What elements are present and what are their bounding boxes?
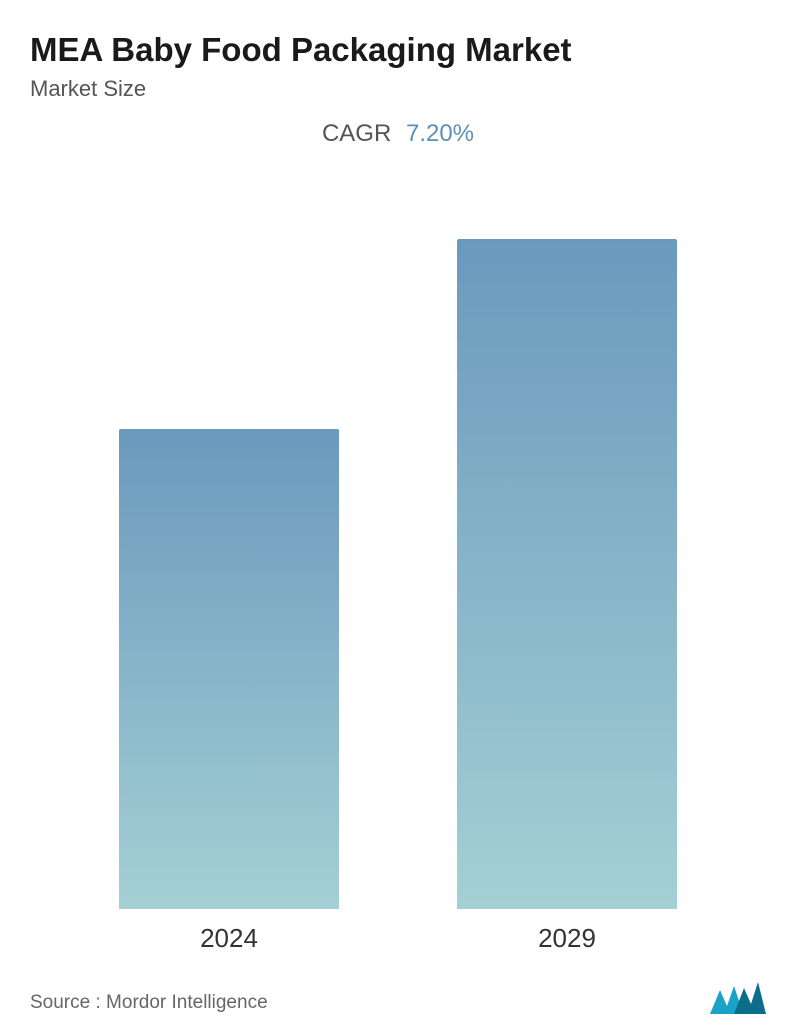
bar-label-1: 2029: [538, 923, 596, 954]
page-title: MEA Baby Food Packaging Market: [30, 30, 766, 70]
bars-wrap: 2024 2029: [30, 188, 766, 954]
bar-0: [119, 429, 339, 909]
brand-logo-icon: [710, 980, 766, 1014]
page-subtitle: Market Size: [30, 76, 766, 102]
bar-group-1: 2029: [447, 239, 687, 954]
cagr-label: CAGR: [322, 120, 391, 147]
source-label: Source :: [30, 992, 101, 1013]
source-name: Mordor Intelligence: [106, 992, 268, 1013]
bar-label-0: 2024: [200, 923, 258, 954]
source-text: Source : Mordor Intelligence: [30, 992, 268, 1014]
chart-container: MEA Baby Food Packaging Market Market Si…: [0, 0, 796, 1034]
bar-1: [457, 239, 677, 909]
cagr-value: 7.20%: [406, 120, 474, 147]
footer: Source : Mordor Intelligence: [30, 972, 766, 1014]
bar-group-0: 2024: [109, 429, 349, 954]
cagr-row: CAGR 7.20%: [30, 120, 766, 148]
bar-chart: 2024 2029: [30, 188, 766, 954]
